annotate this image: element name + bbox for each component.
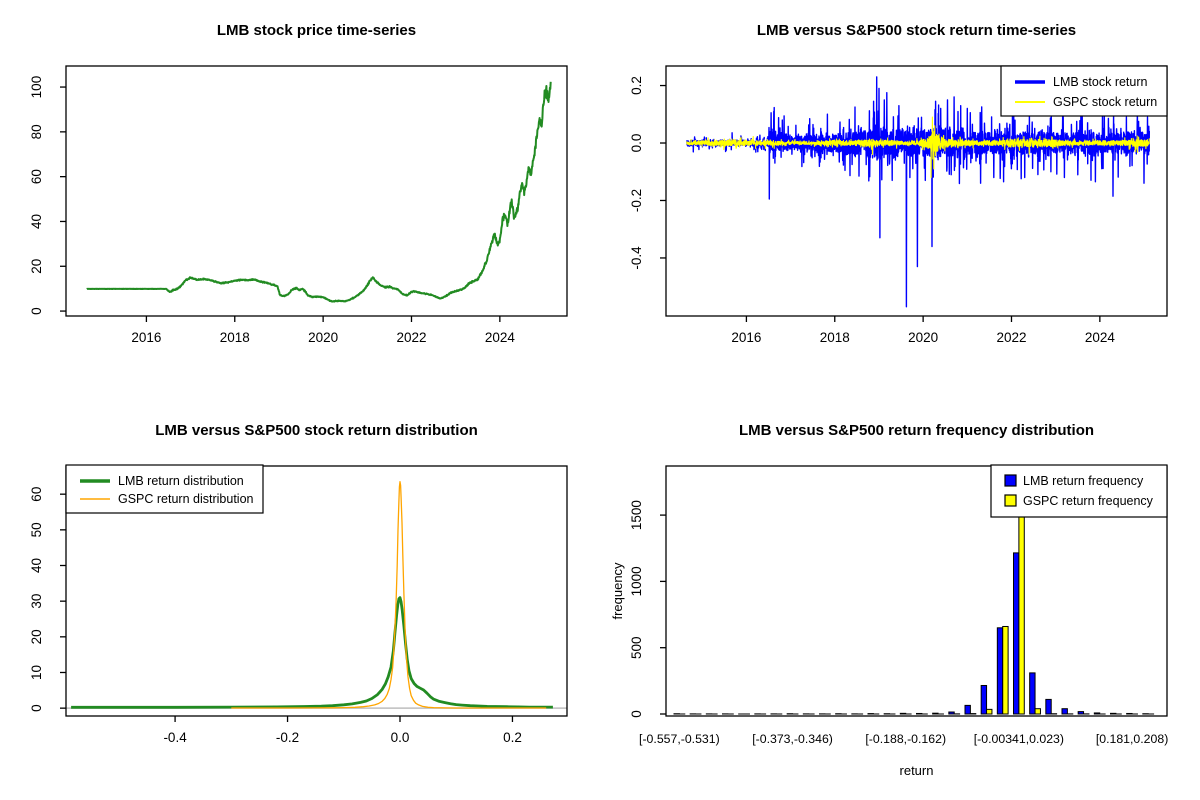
chart-title: LMB versus S&P500 return frequency distr… [738, 422, 1095, 439]
svg-text:[-0.557,-0.531): [-0.557,-0.531) [639, 732, 720, 746]
svg-text:2020: 2020 [308, 330, 338, 345]
svg-text:-0.4: -0.4 [163, 730, 187, 745]
svg-text:0.2: 0.2 [629, 76, 644, 95]
panel-return-timeseries: 2016 2018 2020 2022 2024 0.2 0.0 -0.2 -0.4 LMB st… [600, 0, 1200, 400]
svg-text:0: 0 [629, 710, 644, 718]
svg-text:30: 30 [29, 594, 44, 609]
svg-text:2016: 2016 [731, 330, 761, 345]
svg-text:-0.4: -0.4 [629, 246, 644, 270]
svg-text:[-0.373,-0.346): [-0.373,-0.346) [752, 732, 833, 746]
panel-return-frequency: 0 500 1000 1500 [-0.557,-0.531) [-0.373,-0.34… [600, 400, 1200, 800]
return-distribution-chart: -0.4 -0.2 0.0 0.2 0 10 20 30 40 50 60 LMB return di… [29, 464, 568, 745]
panel-price-timeseries: 2016 2018 2020 2022 2024 0 20 40 60 80 100 LMB sto… [0, 0, 600, 400]
svg-text:LMB return frequency: LMB return frequency [1023, 474, 1144, 488]
svg-text:2020: 2020 [908, 330, 938, 345]
svg-text:1500: 1500 [629, 500, 644, 530]
svg-text:500: 500 [629, 636, 644, 659]
panel-return-distribution: -0.4 -0.2 0.0 0.2 0 10 20 30 40 50 60 LMB return di… [0, 400, 600, 800]
svg-text:60: 60 [29, 169, 44, 184]
svg-text:2018: 2018 [820, 330, 850, 345]
svg-text:return: return [900, 763, 934, 778]
svg-text:80: 80 [29, 124, 44, 139]
price-timeseries-chart: 2016 2018 2020 2022 2024 0 20 40 60 80 100 [29, 65, 568, 345]
svg-text:0: 0 [29, 704, 44, 712]
svg-text:2024: 2024 [1085, 330, 1116, 345]
svg-text:LMB stock return: LMB stock return [1053, 75, 1148, 89]
svg-text:2024: 2024 [485, 330, 516, 345]
svg-text:GSPC stock return: GSPC stock return [1053, 95, 1157, 109]
svg-text:40: 40 [29, 558, 44, 573]
svg-text:50: 50 [29, 522, 44, 537]
svg-text:GSPC return frequency: GSPC return frequency [1023, 494, 1154, 508]
svg-text:0.2: 0.2 [503, 730, 522, 745]
svg-text:[-0.188,-0.162): [-0.188,-0.162) [865, 732, 946, 746]
chart-title: LMB versus S&P500 stock return time-seri… [756, 22, 1077, 39]
return-frequency-chart: 0 500 1000 1500 [-0.557,-0.531) [-0.373,-0.34… [610, 464, 1168, 778]
svg-text:40: 40 [29, 214, 44, 229]
svg-text:20: 20 [29, 259, 44, 274]
svg-text:2022: 2022 [396, 330, 426, 345]
return-timeseries-chart: 2016 2018 2020 2022 2024 0.2 0.0 -0.2 -0.4 LMB st… [629, 65, 1168, 345]
svg-text:2022: 2022 [996, 330, 1026, 345]
svg-text:0.0: 0.0 [391, 730, 410, 745]
svg-text:-0.2: -0.2 [629, 189, 644, 212]
svg-text:frequency: frequency [610, 562, 625, 620]
svg-text:60: 60 [29, 487, 44, 502]
svg-text:0.0: 0.0 [629, 134, 644, 153]
chart-title: LMB versus S&P500 stock return distribut… [155, 422, 478, 439]
chart-title: LMB stock price time-series [216, 22, 417, 39]
svg-text:LMB return distribution: LMB return distribution [118, 474, 244, 488]
svg-text:0: 0 [29, 307, 44, 315]
svg-text:[0.181,0.208): [0.181,0.208) [1096, 732, 1168, 746]
svg-text:20: 20 [29, 629, 44, 644]
svg-text:GSPC return distribution: GSPC return distribution [118, 492, 254, 506]
svg-text:[-0.00341,0.023): [-0.00341,0.023) [974, 732, 1064, 746]
svg-text:10: 10 [29, 665, 44, 680]
svg-text:2018: 2018 [220, 330, 250, 345]
svg-text:1000: 1000 [629, 566, 644, 596]
svg-text:100: 100 [29, 76, 44, 99]
svg-text:2016: 2016 [131, 330, 161, 345]
svg-text:-0.2: -0.2 [276, 730, 299, 745]
